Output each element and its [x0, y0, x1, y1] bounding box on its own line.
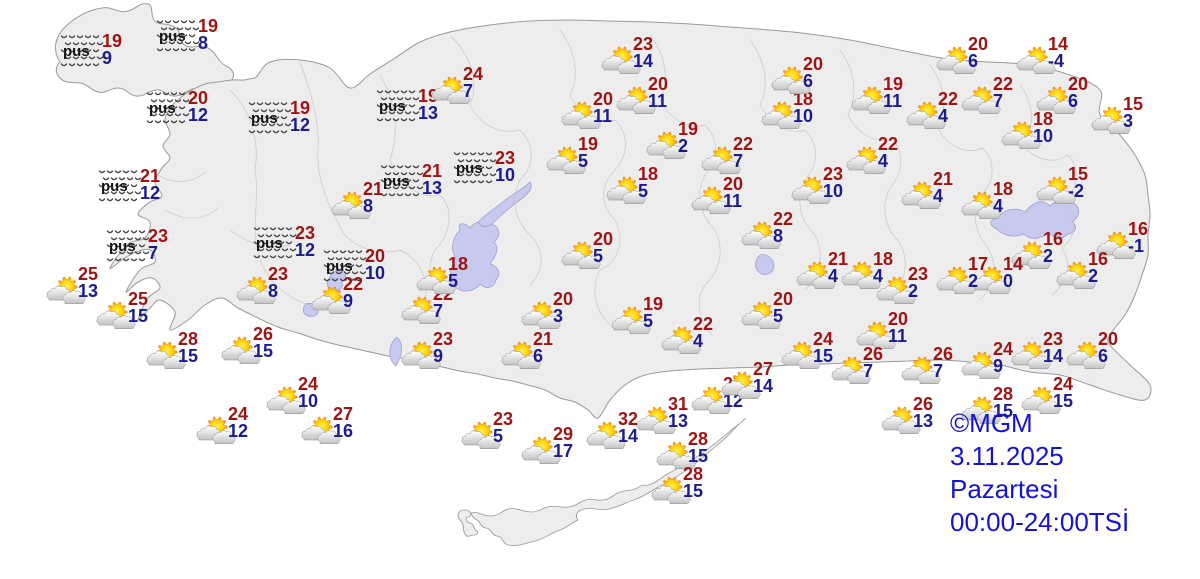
svg-text:15: 15	[813, 346, 833, 366]
svg-text:7: 7	[863, 361, 873, 381]
svg-text:5: 5	[643, 311, 653, 331]
svg-text:12: 12	[290, 115, 310, 135]
svg-text:15: 15	[253, 341, 273, 361]
svg-text:5: 5	[638, 181, 648, 201]
svg-text:13: 13	[913, 411, 933, 431]
svg-text:10: 10	[495, 165, 515, 185]
svg-text:2: 2	[678, 136, 688, 156]
svg-text:0: 0	[1003, 271, 1013, 291]
svg-text:11: 11	[723, 191, 742, 211]
svg-text:10: 10	[823, 181, 843, 201]
svg-text:6: 6	[533, 346, 543, 366]
svg-text:7: 7	[993, 91, 1003, 111]
svg-text:15: 15	[178, 346, 198, 366]
svg-text:8: 8	[363, 196, 373, 216]
svg-text:00:00-24:00TSİ: 00:00-24:00TSİ	[950, 507, 1129, 537]
svg-text:15: 15	[128, 306, 148, 326]
svg-text:5: 5	[493, 426, 503, 446]
svg-text:10: 10	[793, 106, 813, 126]
svg-text:8: 8	[773, 226, 783, 246]
svg-text:15: 15	[683, 481, 703, 501]
svg-text:Pazartesi: Pazartesi	[950, 474, 1058, 504]
svg-text:7: 7	[933, 361, 943, 381]
svg-text:7: 7	[733, 151, 743, 171]
svg-text:6: 6	[1068, 91, 1078, 111]
svg-text:7: 7	[433, 301, 443, 321]
svg-text:3: 3	[1123, 111, 1133, 131]
svg-text:7: 7	[463, 81, 473, 101]
svg-text:14: 14	[753, 376, 773, 396]
svg-text:13: 13	[78, 281, 98, 301]
svg-text:4: 4	[938, 106, 948, 126]
svg-text:11: 11	[888, 326, 907, 346]
svg-text:4: 4	[873, 266, 883, 286]
svg-text:5: 5	[773, 306, 783, 326]
svg-text:12: 12	[140, 183, 160, 203]
svg-text:4: 4	[693, 331, 703, 351]
svg-text:17: 17	[553, 441, 573, 461]
svg-text:11: 11	[593, 106, 612, 126]
svg-text:6: 6	[803, 71, 813, 91]
svg-text:9: 9	[433, 346, 443, 366]
svg-text:13: 13	[418, 103, 438, 123]
svg-text:11: 11	[648, 91, 667, 111]
svg-text:9: 9	[102, 48, 112, 68]
svg-text:10: 10	[298, 391, 318, 411]
svg-text:6: 6	[968, 51, 978, 71]
svg-text:10: 10	[365, 263, 385, 283]
svg-text:2: 2	[908, 281, 918, 301]
svg-text:15: 15	[688, 446, 708, 466]
svg-text:-1: -1	[1128, 236, 1144, 256]
svg-text:4: 4	[993, 196, 1003, 216]
svg-text:10: 10	[1033, 126, 1053, 146]
svg-text:4: 4	[828, 266, 838, 286]
svg-text:5: 5	[448, 271, 458, 291]
svg-text:2: 2	[1043, 246, 1053, 266]
svg-text:5: 5	[593, 246, 603, 266]
svg-text:16: 16	[333, 421, 353, 441]
svg-text:13: 13	[422, 178, 442, 198]
svg-text:2: 2	[968, 271, 978, 291]
svg-text:9: 9	[993, 356, 1003, 376]
svg-text:14: 14	[633, 51, 653, 71]
svg-text:6: 6	[1098, 346, 1108, 366]
svg-text:11: 11	[883, 91, 902, 111]
svg-text:8: 8	[268, 281, 278, 301]
svg-text:12: 12	[228, 421, 248, 441]
svg-text:-4: -4	[1048, 51, 1064, 71]
svg-text:2: 2	[1088, 266, 1098, 286]
svg-text:-2: -2	[1068, 181, 1084, 201]
svg-text:3.11.2025: 3.11.2025	[950, 441, 1064, 471]
svg-text:13: 13	[668, 411, 688, 431]
svg-text:5: 5	[578, 151, 588, 171]
svg-text:9: 9	[343, 291, 353, 311]
svg-text:3: 3	[553, 306, 563, 326]
svg-text:8: 8	[198, 33, 208, 53]
svg-text:14: 14	[618, 426, 638, 446]
svg-text:7: 7	[148, 243, 158, 263]
svg-text:4: 4	[878, 151, 888, 171]
svg-text:©MGM: ©MGM	[950, 408, 1033, 438]
svg-text:15: 15	[1053, 391, 1073, 411]
svg-text:14: 14	[1043, 346, 1063, 366]
svg-text:12: 12	[295, 240, 315, 260]
svg-text:4: 4	[933, 186, 943, 206]
svg-text:12: 12	[188, 105, 208, 125]
